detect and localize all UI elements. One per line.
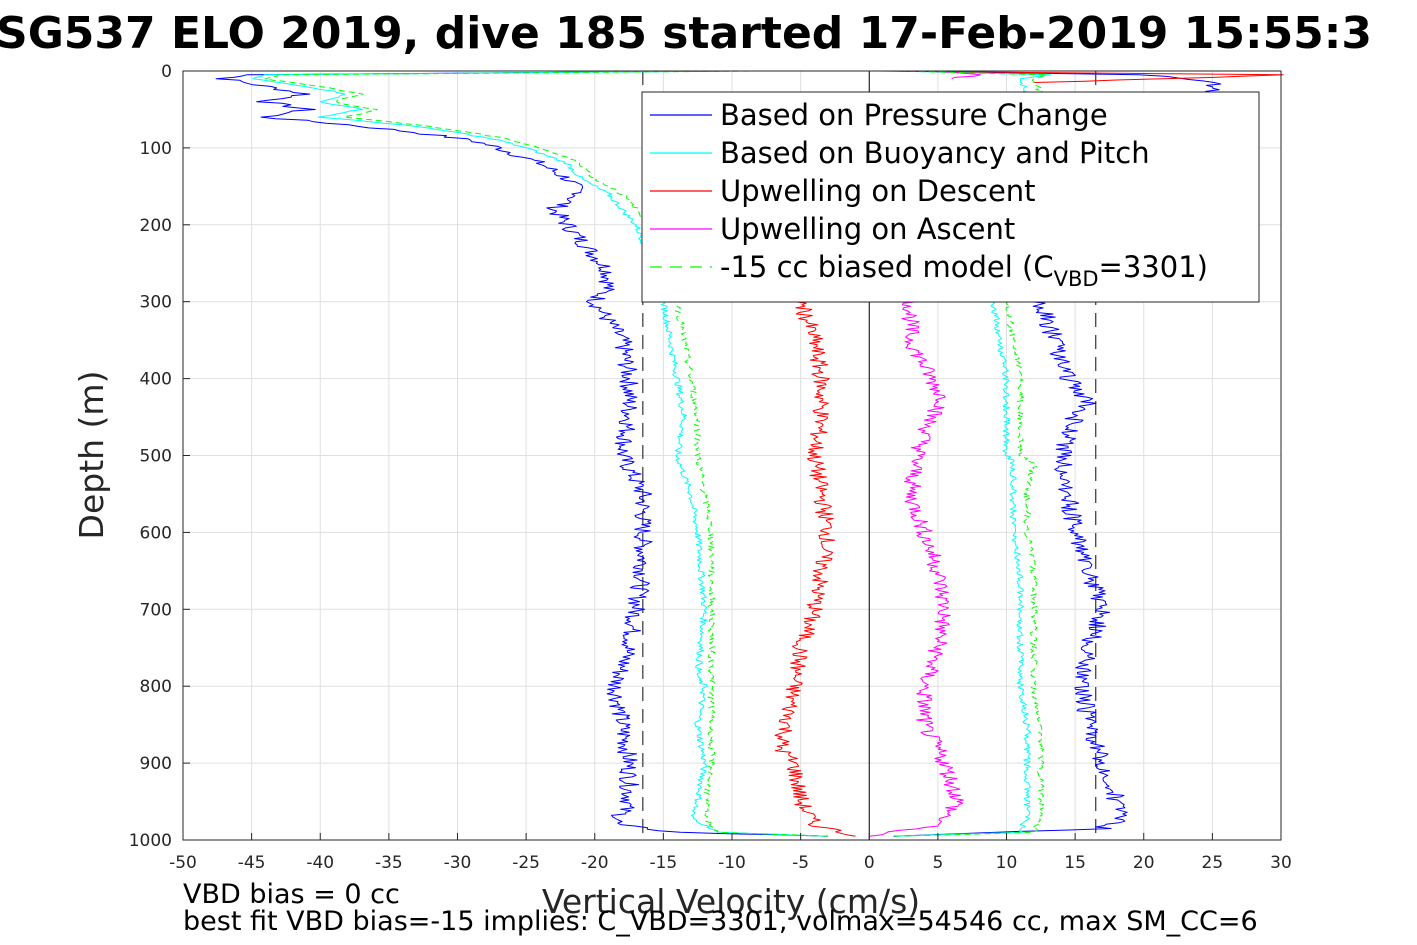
series-model_ascent — [894, 70, 1050, 837]
series-up_descent_top — [876, 70, 1284, 83]
y-tick-label: 400 — [140, 370, 172, 390]
legend: Based on Pressure Change Based on Buoyanc… — [641, 91, 1260, 303]
x-axis-label: Vertical Velocity (cm/s) — [542, 882, 920, 921]
chart-title: SG537 ELO 2019, dive 185 started 17-Feb-… — [0, 8, 1372, 59]
y-tick-label: 600 — [140, 523, 172, 543]
x-tick-label: -35 — [375, 853, 403, 873]
y-tick-label: 700 — [140, 600, 172, 620]
legend-label-prefix: -15 cc biased model (C — [720, 250, 1054, 284]
series-model_descent — [264, 70, 829, 837]
y-tick-label: 100 — [140, 139, 172, 159]
x-tick-label: -50 — [169, 853, 197, 873]
legend-label-up_ascent: Upwelling on Ascent — [720, 212, 1015, 246]
x-tick-label: 10 — [996, 853, 1018, 873]
y-axis-label: Depth (m) — [72, 371, 111, 540]
series-up_ascent — [869, 301, 964, 837]
x-tick-label: 20 — [1133, 853, 1155, 873]
y-tick-label: 0 — [161, 62, 172, 82]
x-tick-label: -45 — [238, 853, 266, 873]
x-tick-label: -25 — [512, 853, 540, 873]
legend-label-pressure: Based on Pressure Change — [720, 98, 1108, 132]
legend-box — [641, 91, 1260, 303]
footer-line-2: best fit VBD bias=-15 implies: C_VBD=330… — [183, 906, 1258, 937]
x-tick-label: -20 — [581, 853, 609, 873]
x-tick-label: -10 — [718, 853, 746, 873]
x-tick-label: -30 — [444, 853, 472, 873]
x-tick-label: 25 — [1202, 853, 1224, 873]
x-tick-label: -40 — [306, 853, 334, 873]
y-tick-label: 500 — [140, 447, 172, 467]
x-tick-label: -15 — [649, 853, 677, 873]
legend-label-buoyancy: Based on Buoyancy and Pitch — [720, 136, 1150, 170]
y-tick-label: 900 — [140, 754, 172, 774]
series-buoyancy_descent — [252, 70, 829, 837]
y-tick-label: 800 — [140, 677, 172, 697]
y-axis: 0 100 200 300 400 500 600 700 800 900 1000 — [129, 62, 190, 851]
legend-label-up_descent: Upwelling on Descent — [720, 174, 1036, 208]
x-tick-label: 15 — [1064, 853, 1086, 873]
legend-label-suffix: =3301) — [1099, 250, 1208, 284]
legend-label-subscript: VBD — [1054, 267, 1099, 291]
y-tick-label: 200 — [140, 216, 172, 236]
y-tick-label: 300 — [140, 293, 172, 313]
legend-label-model: -15 cc biased model (CVBD=3301) — [720, 250, 1208, 291]
x-tick-label: -5 — [792, 853, 809, 873]
x-tick-label: 0 — [864, 853, 875, 873]
y-tick-label: 1000 — [129, 831, 172, 851]
x-tick-label: 30 — [1270, 853, 1292, 873]
footer-line-1: VBD bias = 0 cc — [183, 879, 400, 910]
series-pressure_descent — [215, 70, 829, 837]
x-tick-label: 5 — [932, 853, 943, 873]
series-up_descent — [774, 301, 856, 837]
x-axis: -50 -45 -40 -35 -30 -25 -20 -15 -10 -5 0 5 10 15 20 25 3… — [169, 833, 1292, 873]
